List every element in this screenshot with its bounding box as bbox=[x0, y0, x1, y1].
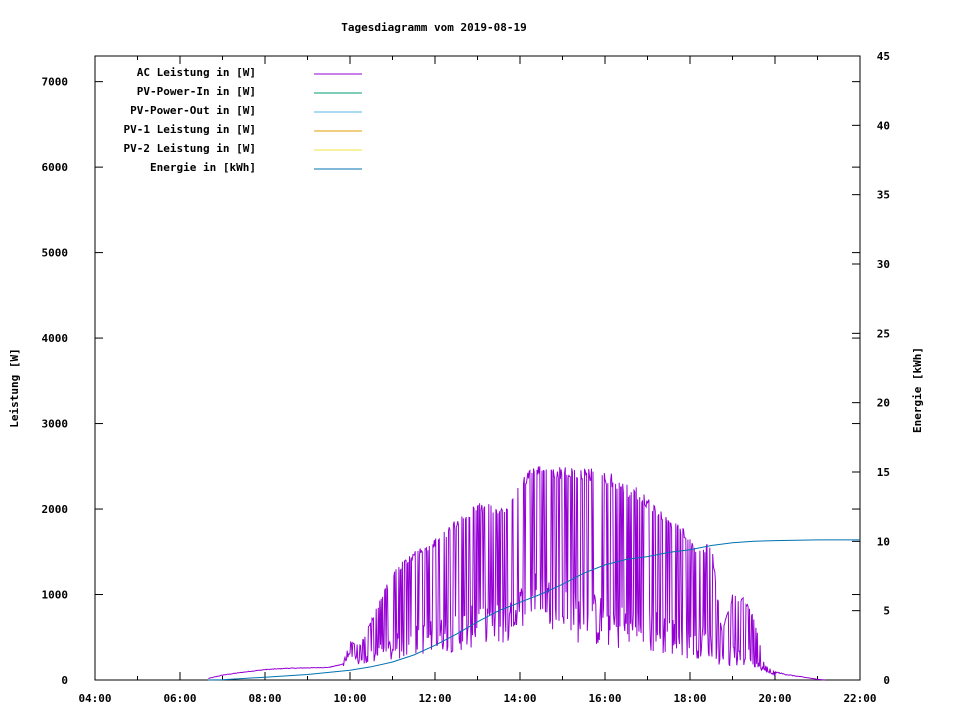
y2-tick-label: 0 bbox=[883, 674, 890, 687]
y2-tick-label: 15 bbox=[877, 466, 890, 479]
y2-tick-label: 5 bbox=[883, 605, 890, 618]
y-axis-label: Leistung [W] bbox=[8, 348, 21, 427]
y-tick-label: 6000 bbox=[42, 161, 69, 174]
y2-tick-label: 10 bbox=[877, 535, 890, 548]
y2-tick-label: 35 bbox=[877, 189, 890, 202]
y2-tick-label: 40 bbox=[877, 119, 890, 132]
x-tick-label: 20:00 bbox=[758, 692, 791, 705]
chart-title: Tagesdiagramm vom 2019-08-19 bbox=[341, 21, 526, 34]
series-layer bbox=[208, 466, 860, 681]
series-line-energie bbox=[208, 539, 860, 681]
y-tick-label: 5000 bbox=[42, 247, 69, 260]
y-tick-label: 0 bbox=[61, 674, 68, 687]
series-line-ac-leistung bbox=[208, 466, 825, 681]
y-tick-label: 3000 bbox=[42, 418, 69, 431]
x-tick-label: 18:00 bbox=[673, 692, 706, 705]
y2-axis-ticks: 0 5 10 15 20 25 30 35 40 45 bbox=[852, 50, 890, 687]
y2-tick-label: 45 bbox=[877, 50, 890, 63]
legend-label: AC Leistung in [W] bbox=[137, 66, 256, 79]
legend-label: PV-1 Leistung in [W] bbox=[124, 123, 256, 136]
x-tick-label: 16:00 bbox=[588, 692, 621, 705]
x-axis-ticks: 04:00 06:00 08:00 10:00 12:00 14:00 16:00 18:00… bbox=[78, 56, 877, 705]
legend-label: PV-Power-Out in [W] bbox=[130, 104, 256, 117]
x-tick-label: 10:00 bbox=[333, 692, 366, 705]
x-tick-label: 22:00 bbox=[843, 692, 876, 705]
legend-label: Energie in [kWh] bbox=[150, 161, 256, 174]
x-tick-label: 06:00 bbox=[163, 692, 196, 705]
y-tick-label: 1000 bbox=[42, 589, 69, 602]
x-tick-label: 08:00 bbox=[248, 692, 281, 705]
legend-label: PV-Power-In in [W] bbox=[137, 85, 256, 98]
x-tick-label: 14:00 bbox=[503, 692, 536, 705]
y-tick-label: 7000 bbox=[42, 76, 69, 89]
y2-axis-label: Energie [kWh] bbox=[911, 347, 924, 433]
y2-tick-label: 25 bbox=[877, 327, 890, 340]
x-tick-label: 04:00 bbox=[78, 692, 111, 705]
y-tick-label: 4000 bbox=[42, 332, 69, 345]
y-tick-label: 2000 bbox=[42, 503, 69, 516]
legend-label: PV-2 Leistung in [W] bbox=[124, 142, 256, 155]
y-axis-ticks: 0 1000 2000 3000 4000 5000 6000 7000 bbox=[42, 76, 860, 687]
y2-tick-label: 20 bbox=[877, 397, 890, 410]
legend: AC Leistung in [W] PV-Power-In in [W] PV-P… bbox=[124, 66, 362, 174]
y2-tick-label: 30 bbox=[877, 258, 890, 271]
x-tick-label: 12:00 bbox=[418, 692, 451, 705]
